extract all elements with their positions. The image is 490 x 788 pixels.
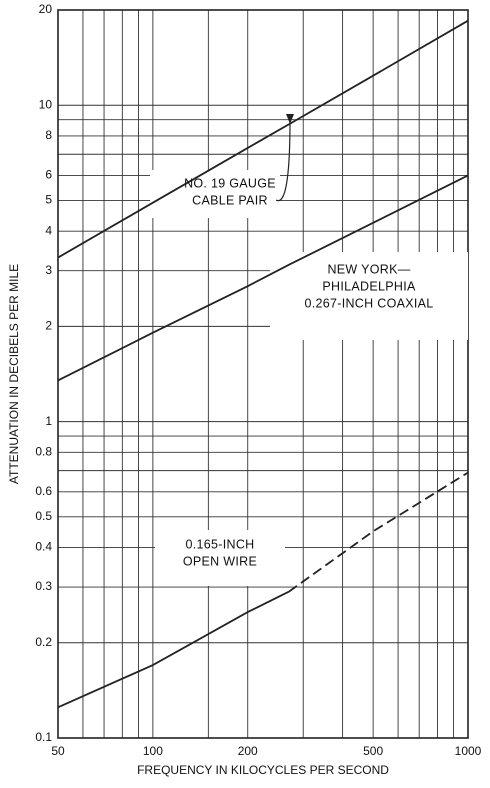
annotation: 0.165-INCH (186, 537, 255, 551)
annotation-arrow (275, 119, 291, 202)
y-tick-label: 4 (45, 223, 52, 237)
x-axis-label: FREQUENCY IN KILOCYCLES PER SECOND (137, 763, 389, 777)
y-tick-label: 20 (39, 2, 53, 16)
y-tick-label: 0.6 (35, 484, 52, 498)
annotation: CABLE PAIR (192, 193, 268, 207)
series-line (57, 19, 469, 259)
y-tick-label: 0.8 (35, 444, 52, 458)
annotation-arrowhead (286, 114, 294, 124)
y-tick-label: 0.2 (35, 635, 52, 649)
series-line (288, 471, 469, 593)
series-line (57, 590, 290, 709)
y-tick-label: 1 (45, 414, 52, 428)
y-tick-label: 6 (45, 168, 52, 182)
annotation: NO. 19 GAUGE (184, 176, 276, 190)
annotation: 0.267-INCH COAXIAL (304, 296, 433, 310)
annotation-box (150, 170, 280, 218)
y-tick-label: 3 (45, 263, 52, 277)
y-tick-label: 10 (39, 97, 53, 111)
x-tick-label: 500 (363, 744, 383, 758)
x-tick-label: 100 (143, 744, 163, 758)
annotation: PHILADELPHIA (322, 279, 416, 293)
x-tick-label: 1000 (455, 744, 482, 758)
y-tick-label: 0.3 (35, 579, 52, 593)
y-tick-label: 0.1 (35, 730, 52, 744)
y-tick-label: 8 (45, 128, 52, 142)
y-tick-label: 0.4 (35, 540, 52, 554)
y-tick-label: 0.5 (35, 509, 52, 523)
x-tick-label: 200 (238, 744, 258, 758)
annotation: OPEN WIRE (183, 554, 257, 568)
y-tick-label: 2 (45, 319, 52, 333)
annotation-box (270, 252, 468, 340)
y-tick-label: 5 (45, 193, 52, 207)
annotation-box (155, 530, 285, 586)
series-line (57, 174, 469, 382)
annotation: NEW YORK— (327, 262, 410, 276)
x-tick-label: 50 (51, 744, 65, 758)
y-axis-label: ATTENUATION IN DECIBELS PER MILE (7, 264, 21, 484)
plot-frame (57, 9, 469, 739)
